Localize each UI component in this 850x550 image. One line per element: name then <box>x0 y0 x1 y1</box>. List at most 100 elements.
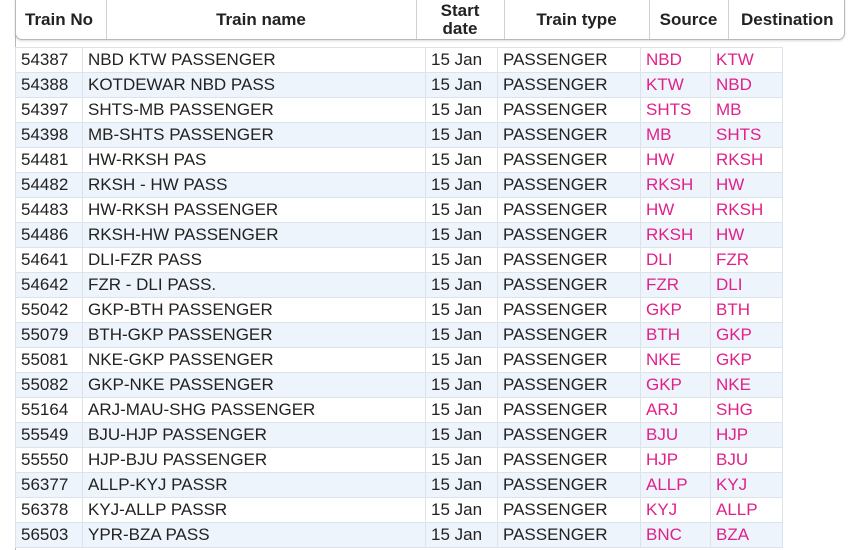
cell: GKP-NKE PASSENGER <box>82 372 426 398</box>
cell: 15 Jan <box>425 447 498 473</box>
header-label: Destination <box>740 9 834 29</box>
cell: ARJ-MAU-SHG PASSENGER <box>82 397 426 423</box>
station-code: SHTS <box>710 122 783 148</box>
cell: PASSENGER <box>497 297 641 323</box>
station-code: SHG <box>710 397 783 423</box>
station-code: DLI <box>640 247 711 273</box>
station-code: NBD <box>710 72 783 98</box>
train-row[interactable]: 55079 BTH-GKP PASSENGER 15 Jan PASSENGER BTH… <box>15 322 783 348</box>
cell: YPR-BZA PASS <box>82 522 426 548</box>
cell: 54482 <box>15 172 83 198</box>
train-row[interactable]: 54398 MB-SHTS PASSENGER 15 Jan PASSENGER MB S… <box>15 122 783 148</box>
cell: 54641 <box>15 247 83 273</box>
header-cell[interactable]: Train name <box>105 0 416 39</box>
station-code: KYJ <box>710 472 783 498</box>
cell: 15 Jan <box>425 172 498 198</box>
cell: 15 Jan <box>425 522 498 548</box>
cell: 15 Jan <box>425 347 498 373</box>
train-row[interactable]: 56377 ALLP-KYJ PASSR 15 Jan PASSENGER ALLP KY… <box>15 472 783 498</box>
cell: PASSENGER <box>497 197 641 223</box>
header-label: Train type <box>536 9 617 29</box>
cell: 55549 <box>15 422 83 448</box>
train-row[interactable]: 55082 GKP-NKE PASSENGER 15 Jan PASSENGER GKP… <box>15 372 783 398</box>
station-code: MB <box>640 122 711 148</box>
station-code: KTW <box>640 72 711 98</box>
cell: 15 Jan <box>425 197 498 223</box>
cell: HJP-BJU PASSENGER <box>82 447 426 473</box>
station-code: NKE <box>640 347 711 373</box>
cell: PASSENGER <box>497 347 641 373</box>
train-row[interactable]: 55042 GKP-BTH PASSENGER 15 Jan PASSENGER GKP… <box>15 297 783 323</box>
train-row[interactable]: 55549 BJU-HJP PASSENGER 15 Jan PASSENGER BJU… <box>15 422 783 448</box>
train-row[interactable]: 54388 KOTDEWAR NBD PASS 15 Jan PASSENGER KTW… <box>15 72 783 98</box>
station-code: RKSH <box>710 147 783 173</box>
cell: RKSH - HW PASS <box>82 172 426 198</box>
cell: BTH-GKP PASSENGER <box>82 322 426 348</box>
train-row[interactable]: 54397 SHTS-MB PASSENGER 15 Jan PASSENGER SHT… <box>15 97 783 123</box>
header-cell[interactable]: Destination <box>727 0 846 39</box>
cell: 54481 <box>15 147 83 173</box>
cell: 15 Jan <box>425 397 498 423</box>
train-row[interactable]: 56378 KYJ-ALLP PASSR 15 Jan PASSENGER KYJ ALL… <box>15 497 783 523</box>
cell: PASSENGER <box>497 322 641 348</box>
train-row[interactable]: 54483 HW-RKSH PASSENGER 15 Jan PASSENGER HW R… <box>15 197 783 223</box>
cell: 15 Jan <box>425 322 498 348</box>
cell: 55081 <box>15 347 83 373</box>
train-row[interactable]: 54642 FZR - DLI PASS. 15 Jan PASSENGER FZR DL… <box>15 272 783 298</box>
cell: GKP-BTH PASSENGER <box>82 297 426 323</box>
station-code: BTH <box>640 322 711 348</box>
cell: PASSENGER <box>497 222 641 248</box>
cell: MB-SHTS PASSENGER <box>82 122 426 148</box>
train-row[interactable]: 54482 RKSH - HW PASS 15 Jan PASSENGER RKSH HW <box>15 172 783 198</box>
table-header: Train No Train name Start date Train type So… <box>15 0 846 40</box>
cell: 15 Jan <box>425 247 498 273</box>
cell: 15 Jan <box>425 47 498 73</box>
cell: KOTDEWAR NBD PASS <box>82 72 426 98</box>
cell: PASSENGER <box>497 247 641 273</box>
cell: PASSENGER <box>497 72 641 98</box>
cell: SHTS-MB PASSENGER <box>82 97 426 123</box>
station-code: MB <box>710 97 783 123</box>
cell: FZR - DLI PASS. <box>82 272 426 298</box>
station-code: ALLP <box>710 497 783 523</box>
station-code: KTW <box>710 47 783 73</box>
cell: 15 Jan <box>425 272 498 298</box>
station-code: BZA <box>710 522 783 548</box>
station-code: SHTS <box>640 97 711 123</box>
header-label: Source <box>659 9 718 29</box>
station-code: GKP <box>710 347 783 373</box>
table-body: 54387 NBD KTW PASSENGER 15 Jan PASSENGER NBD… <box>15 47 783 548</box>
cell: 54642 <box>15 272 83 298</box>
cell: PASSENGER <box>497 447 641 473</box>
cell: NKE-GKP PASSENGER <box>82 347 426 373</box>
station-code: DLI <box>710 272 783 298</box>
header-cell[interactable]: Start date <box>415 0 504 39</box>
cell: ALLP-KYJ PASSR <box>82 472 426 498</box>
train-row[interactable]: 54486 RKSH-HW PASSENGER 15 Jan PASSENGER RKS… <box>15 222 783 248</box>
train-row[interactable]: 54387 NBD KTW PASSENGER 15 Jan PASSENGER NBD… <box>15 47 783 73</box>
cell: 55042 <box>15 297 83 323</box>
station-code: NBD <box>640 47 711 73</box>
cell: 55079 <box>15 322 83 348</box>
cell: KYJ-ALLP PASSR <box>82 497 426 523</box>
header-label: Train No <box>25 9 94 29</box>
cell: PASSENGER <box>497 147 641 173</box>
train-row[interactable]: 55164 ARJ-MAU-SHG PASSENGER 15 Jan PASSENGE… <box>15 397 783 423</box>
station-code: HJP <box>640 447 711 473</box>
header-label: Start date <box>440 0 480 38</box>
cell: 54483 <box>15 197 83 223</box>
train-row[interactable]: 54481 HW-RKSH PAS 15 Jan PASSENGER HW RKSH <box>15 147 783 173</box>
cell: 54388 <box>15 72 83 98</box>
train-row[interactable]: 55081 NKE-GKP PASSENGER 15 Jan PASSENGER NKE… <box>15 347 783 373</box>
cell: PASSENGER <box>497 497 641 523</box>
train-row[interactable]: 55550 HJP-BJU PASSENGER 15 Jan PASSENGER HJP… <box>15 447 783 473</box>
header-cell[interactable]: Source <box>648 0 728 39</box>
header-cell[interactable]: Train No <box>16 0 106 39</box>
station-code: KYJ <box>640 497 711 523</box>
station-code: BTH <box>710 297 783 323</box>
train-row[interactable]: 56503 YPR-BZA PASS 15 Jan PASSENGER BNC BZA <box>15 522 783 548</box>
station-code: BJU <box>640 422 711 448</box>
cell: 54486 <box>15 222 83 248</box>
header-cell[interactable]: Train type <box>503 0 649 39</box>
train-row[interactable]: 54641 DLI-FZR PASS 15 Jan PASSENGER DLI FZR <box>15 247 783 273</box>
